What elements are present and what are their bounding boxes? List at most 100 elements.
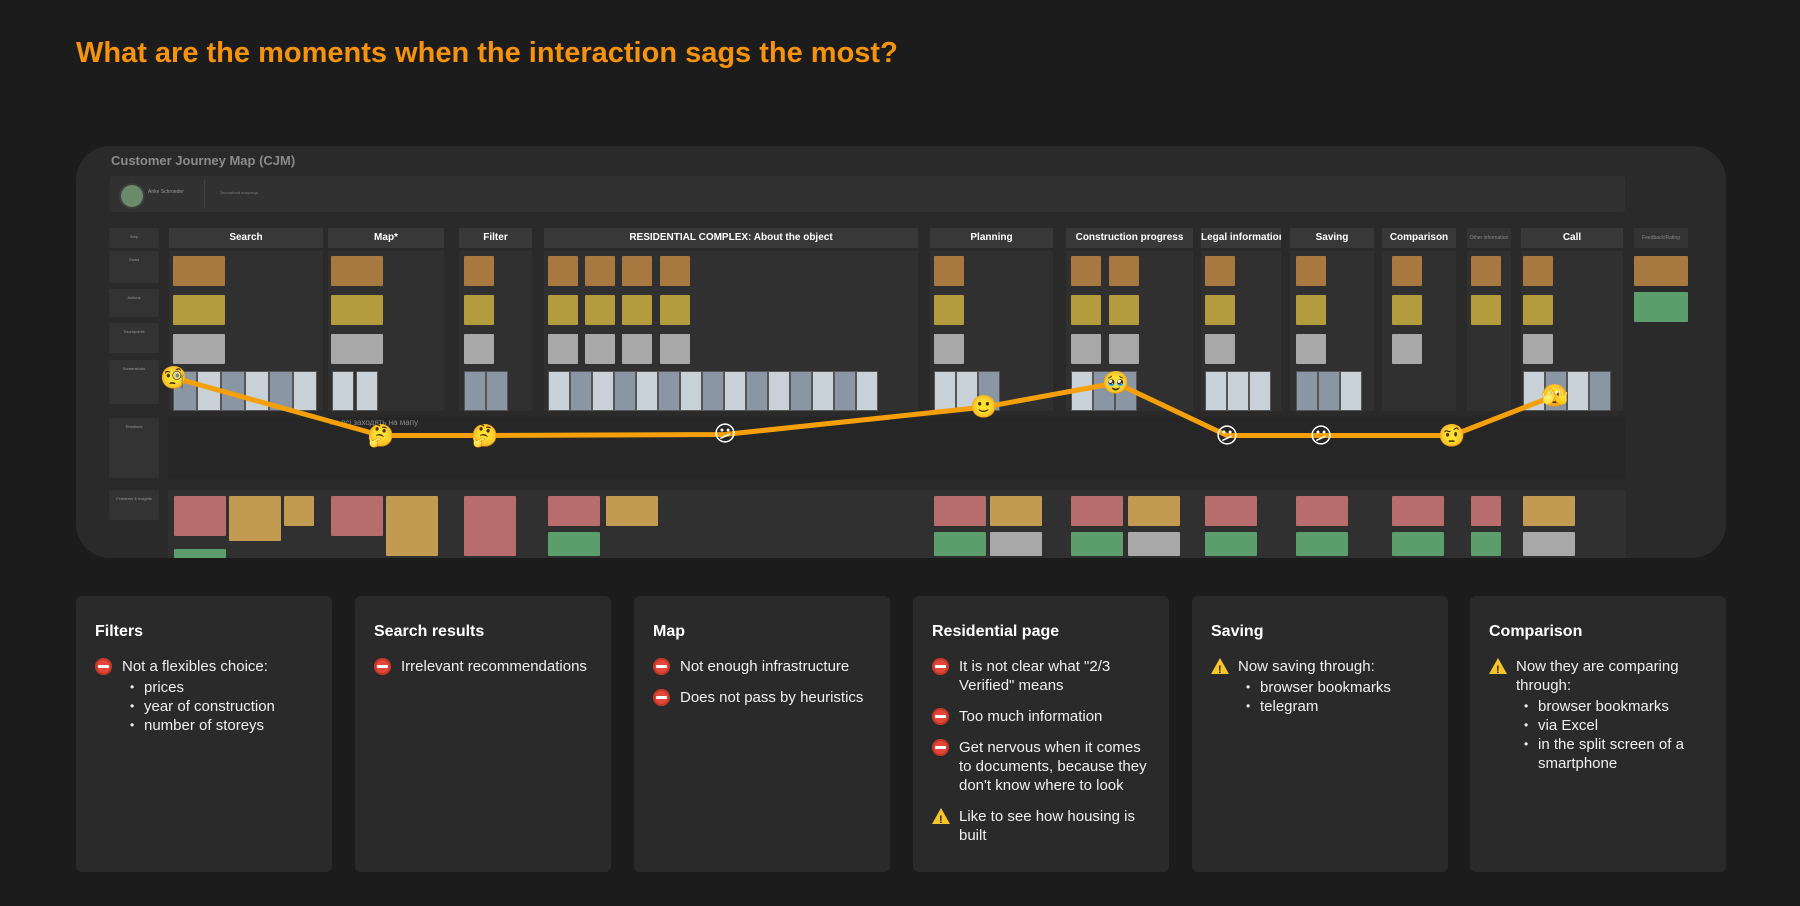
sticky-note[interactable] <box>585 295 615 325</box>
screenshot-thumbnail[interactable] <box>856 371 878 411</box>
sticky-note[interactable] <box>1392 496 1444 526</box>
sticky-note[interactable] <box>585 334 615 364</box>
sticky-note[interactable] <box>1071 334 1101 364</box>
screenshot-thumbnail[interactable] <box>548 371 570 411</box>
sticky-note[interactable] <box>1471 496 1501 526</box>
screenshot-thumbnail[interactable] <box>570 371 592 411</box>
sticky-note[interactable] <box>934 532 986 556</box>
sticky-note[interactable] <box>331 496 383 536</box>
sticky-note[interactable] <box>1205 532 1257 556</box>
sticky-note[interactable] <box>1109 334 1139 364</box>
stage-construction-progress[interactable]: Construction progress <box>1066 228 1193 248</box>
sticky-note[interactable] <box>386 496 438 556</box>
stage-saving[interactable]: Saving <box>1290 228 1374 248</box>
screenshot-thumbnail[interactable] <box>1227 371 1249 411</box>
stage-other-information[interactable]: Other information <box>1467 228 1511 248</box>
sticky-note[interactable] <box>1523 334 1553 364</box>
sticky-note[interactable] <box>1296 532 1348 556</box>
sticky-note[interactable] <box>990 532 1042 556</box>
sticky-note[interactable] <box>1128 496 1180 526</box>
stage-call[interactable]: Call <box>1521 228 1623 248</box>
sticky-note[interactable] <box>934 256 964 286</box>
stage-filter[interactable]: Filter <box>459 228 532 248</box>
sticky-note[interactable] <box>1296 295 1326 325</box>
sticky-note[interactable] <box>934 295 964 325</box>
sticky-note[interactable] <box>548 295 578 325</box>
sticky-note[interactable] <box>1392 334 1422 364</box>
sticky-note[interactable] <box>1128 532 1180 556</box>
screenshot-thumbnail[interactable] <box>746 371 768 411</box>
sticky-note[interactable] <box>1634 292 1688 322</box>
sticky-note[interactable] <box>622 295 652 325</box>
sticky-note[interactable] <box>1071 532 1123 556</box>
sticky-note[interactable] <box>174 496 226 536</box>
screenshot-thumbnail[interactable] <box>1249 371 1271 411</box>
sticky-note[interactable] <box>585 256 615 286</box>
sticky-note[interactable] <box>464 334 494 364</box>
sticky-note[interactable] <box>173 295 225 325</box>
sticky-note[interactable] <box>331 256 383 286</box>
sticky-note[interactable] <box>464 496 516 556</box>
sticky-note[interactable] <box>606 496 658 526</box>
stage-planning[interactable]: Planning <box>930 228 1053 248</box>
screenshot-thumbnail[interactable] <box>1589 371 1611 411</box>
sticky-note[interactable] <box>1392 532 1444 556</box>
sticky-note[interactable] <box>622 334 652 364</box>
sticky-note[interactable] <box>1296 256 1326 286</box>
stage-feedback[interactable]: Feedback/Rating <box>1634 228 1688 248</box>
screenshot-thumbnail[interactable] <box>614 371 636 411</box>
stage-comparison[interactable]: Comparison <box>1382 228 1456 248</box>
screenshot-thumbnail[interactable] <box>658 371 680 411</box>
sticky-note[interactable] <box>174 549 226 558</box>
sticky-note[interactable] <box>1205 295 1235 325</box>
sticky-note[interactable] <box>1471 295 1501 325</box>
sticky-note[interactable] <box>1471 256 1501 286</box>
sticky-note[interactable] <box>1205 334 1235 364</box>
sticky-note[interactable] <box>331 295 383 325</box>
sticky-note[interactable] <box>173 256 225 286</box>
screenshot-thumbnail[interactable] <box>812 371 834 411</box>
screenshot-thumbnail[interactable] <box>790 371 812 411</box>
screenshot-thumbnail[interactable] <box>702 371 724 411</box>
screenshot-thumbnail[interactable] <box>768 371 790 411</box>
screenshot-thumbnail[interactable] <box>592 371 614 411</box>
screenshot-thumbnail[interactable] <box>636 371 658 411</box>
stage-residential-complex[interactable]: RESIDENTIAL COMPLEX: About the object <box>544 228 918 248</box>
sticky-note[interactable] <box>1205 496 1257 526</box>
sticky-note[interactable] <box>1392 256 1422 286</box>
screenshot-thumbnail[interactable] <box>1318 371 1340 411</box>
stage-legal-information[interactable]: Legal information <box>1201 228 1281 248</box>
sticky-note[interactable] <box>1071 496 1123 526</box>
sticky-note[interactable] <box>548 532 600 556</box>
stage-map[interactable]: Map* <box>328 228 444 248</box>
sticky-note[interactable] <box>1523 295 1553 325</box>
sticky-note[interactable] <box>1523 496 1575 526</box>
sticky-note[interactable] <box>1296 334 1326 364</box>
screenshot-thumbnail[interactable] <box>724 371 746 411</box>
sticky-note[interactable] <box>1296 496 1348 526</box>
sticky-note[interactable] <box>990 496 1042 526</box>
screenshot-thumbnail[interactable] <box>1567 371 1589 411</box>
screenshot-thumbnail[interactable] <box>834 371 856 411</box>
screenshot-thumbnail[interactable] <box>978 371 1000 411</box>
sticky-note[interactable] <box>173 334 225 364</box>
screenshot-thumbnail[interactable] <box>680 371 702 411</box>
sticky-note[interactable] <box>622 256 652 286</box>
screenshot-thumbnail[interactable] <box>197 371 221 411</box>
screenshot-thumbnail[interactable] <box>464 371 486 411</box>
sticky-note[interactable] <box>548 256 578 286</box>
screenshot-thumbnail[interactable] <box>1545 371 1567 411</box>
sticky-note[interactable] <box>1109 295 1139 325</box>
screenshot-thumbnail[interactable] <box>1093 371 1115 411</box>
sticky-note[interactable] <box>660 295 690 325</box>
stage-search[interactable]: Search <box>169 228 323 248</box>
sticky-note[interactable] <box>1523 256 1553 286</box>
screenshot-thumbnail[interactable] <box>293 371 317 411</box>
sticky-note[interactable] <box>1392 295 1422 325</box>
sticky-note[interactable] <box>1634 256 1688 286</box>
sticky-note[interactable] <box>934 334 964 364</box>
sticky-note[interactable] <box>1523 532 1575 556</box>
sticky-note[interactable] <box>464 295 494 325</box>
screenshot-thumbnail[interactable] <box>486 371 508 411</box>
sticky-note[interactable] <box>464 256 494 286</box>
